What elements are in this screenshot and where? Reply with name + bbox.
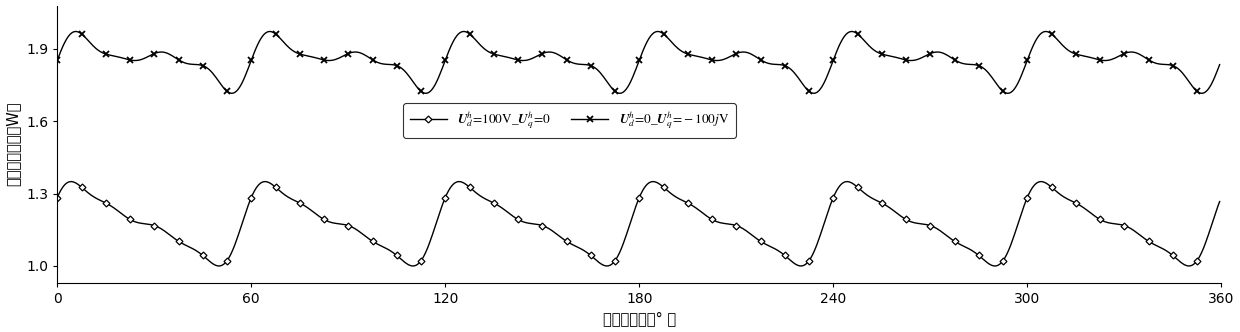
- Y-axis label: 转子涡流铁耗（W）: 转子涡流铁耗（W）: [5, 102, 21, 187]
- Legend: $\boldsymbol{U}_d^h\!=\!100\mathrm{V\_}\boldsymbol{U}_q^h\!=\!0$, $\boldsymbol{U: $\boldsymbol{U}_d^h\!=\!100\mathrm{V\_}\…: [403, 103, 735, 138]
- X-axis label: 转子电角度（° ）: 转子电角度（° ）: [603, 311, 676, 326]
